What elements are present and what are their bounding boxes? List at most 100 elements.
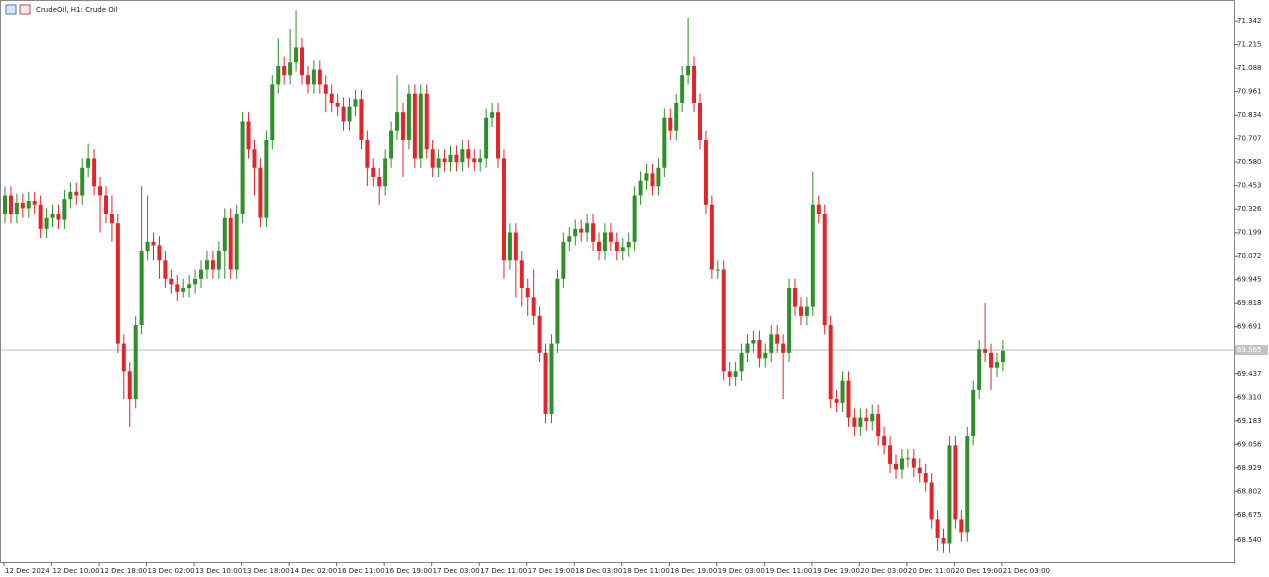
plot-frame <box>0 0 1235 563</box>
x-tick-label: 21 Dec 03:00 <box>1003 567 1050 575</box>
candle-body <box>252 149 257 168</box>
x-tick-label: 20 Dec 11:00 <box>908 567 955 575</box>
y-tick-label: 70.707 <box>1237 135 1262 143</box>
candle-body <box>555 278 560 344</box>
candle-body <box>335 102 340 107</box>
candle-body <box>561 241 566 279</box>
x-tick-label: 20 Dec 19:00 <box>955 567 1002 575</box>
candle-body <box>923 473 928 483</box>
candle-body <box>234 214 239 270</box>
chart-icon <box>19 4 31 15</box>
x-tick-label: 12 Dec 2024 <box>5 567 50 575</box>
current-price-label: 69.565 <box>1237 346 1262 354</box>
candle-body <box>597 241 601 252</box>
candle-body <box>787 288 792 353</box>
candle-body <box>240 121 245 215</box>
candle-body <box>668 117 673 131</box>
x-tick-label: 13 Dec 18:00 <box>243 567 290 575</box>
candle-body <box>276 65 281 85</box>
candle-body <box>14 202 19 215</box>
y-tick-label: 69.437 <box>1237 370 1262 378</box>
x-tick-label: 17 Dec 03:00 <box>433 567 480 575</box>
candle-body <box>115 223 120 344</box>
candle-body <box>567 236 572 242</box>
candle-body <box>246 121 251 150</box>
candle-body <box>32 201 37 205</box>
y-tick-label: 70.326 <box>1237 205 1262 213</box>
candle-body <box>977 349 982 390</box>
candle-body <box>846 380 851 418</box>
candle-body <box>228 217 233 270</box>
y-tick-label: 70.453 <box>1237 182 1262 190</box>
candle-body <box>697 102 702 140</box>
candle-body <box>442 158 447 163</box>
candle-body <box>692 65 697 103</box>
candle-body <box>74 191 79 196</box>
candle-body <box>460 149 465 163</box>
candle-body <box>971 389 976 437</box>
candle-body <box>145 241 150 252</box>
candle-body <box>377 176 382 187</box>
candle-body <box>721 269 726 372</box>
candle-body <box>270 84 275 140</box>
candle-body <box>947 445 952 544</box>
candle-body <box>585 223 590 233</box>
candle-body <box>210 260 215 270</box>
candle-body <box>204 260 209 270</box>
current-price-box <box>1235 345 1268 356</box>
candle-body <box>953 445 958 520</box>
candle-body <box>264 139 269 218</box>
candle-body <box>311 69 316 85</box>
candle-body <box>323 84 328 94</box>
candle-body <box>989 352 994 368</box>
candle-body <box>739 352 744 372</box>
candle-body <box>917 467 922 474</box>
candle-body <box>484 117 489 159</box>
candle-body <box>626 241 631 248</box>
candle-body <box>133 325 138 400</box>
y-tick-label: 68.540 <box>1237 536 1262 544</box>
candle-body <box>329 93 334 103</box>
candle-body <box>353 99 358 107</box>
candle-body <box>608 232 613 242</box>
x-tick-label: 14 Dec 02:00 <box>290 567 337 575</box>
candle-body <box>383 158 388 187</box>
candle-body <box>121 343 126 372</box>
candle-body <box>365 139 370 168</box>
y-tick-label: 68.675 <box>1237 511 1262 519</box>
x-tick-label: 12 Dec 18:00 <box>100 567 147 575</box>
candle-body <box>169 278 174 285</box>
candle-body <box>549 343 554 414</box>
candle-body <box>424 93 429 150</box>
candle-body <box>56 214 61 220</box>
candle-body <box>3 195 7 215</box>
candle-body <box>602 232 607 252</box>
candle-body <box>490 112 495 118</box>
candle-body <box>294 47 299 63</box>
candle-body <box>686 65 691 76</box>
candle-body <box>959 519 964 533</box>
candle-body <box>674 102 679 131</box>
candle-body <box>496 112 501 159</box>
candle-body <box>92 158 97 187</box>
candle-body <box>715 269 720 271</box>
x-tick-label: 16 Dec 11:00 <box>338 567 385 575</box>
candle-body <box>507 232 512 261</box>
candle-body <box>888 445 893 464</box>
candle-body <box>894 463 898 470</box>
candle-body <box>430 149 435 168</box>
x-tick-label: 12 Dec 10:00 <box>53 567 100 575</box>
candle-body <box>876 413 881 437</box>
candle-body <box>983 349 988 353</box>
y-tick-label: 71.342 <box>1237 17 1262 25</box>
candle-body <box>816 204 821 215</box>
x-tick-label: 16 Dec 19:00 <box>385 567 432 575</box>
candle-body <box>620 247 625 252</box>
candle-body <box>305 75 310 85</box>
candle-body <box>822 214 827 326</box>
candle-body <box>579 228 584 233</box>
candle-body <box>775 334 780 344</box>
candle-body <box>80 167 85 196</box>
y-tick-label: 69.183 <box>1237 417 1262 425</box>
y-tick-label: 70.199 <box>1237 229 1262 237</box>
